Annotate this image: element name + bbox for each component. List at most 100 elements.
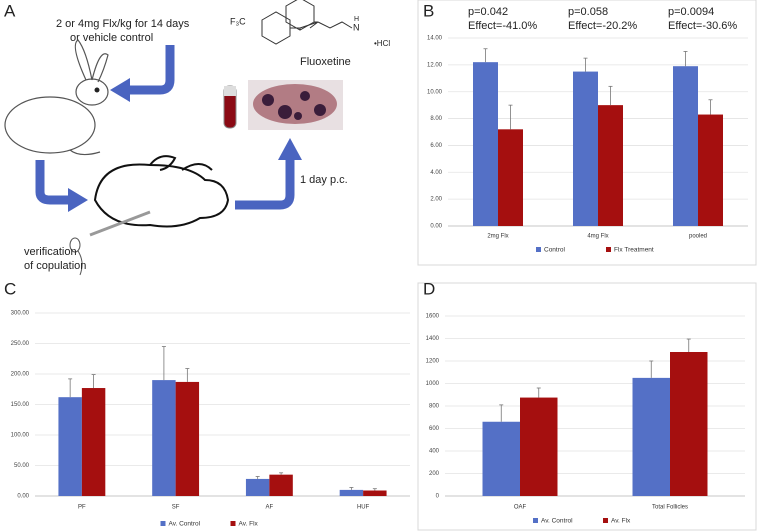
y-tick-label: 6.00: [430, 143, 442, 149]
legend-label: Av. Control: [169, 521, 201, 528]
y-tick-label: 1400: [426, 336, 440, 342]
formula: N: [353, 22, 360, 32]
y-tick-label: 200.00: [11, 372, 30, 378]
annotation: p=0.058: [568, 6, 608, 18]
bar: [670, 352, 708, 496]
bar: [152, 380, 176, 496]
legend-label: Flx Treatment: [614, 247, 654, 254]
y-tick-label: 1600: [426, 314, 440, 320]
bar: [175, 381, 200, 496]
tube-cap: [224, 86, 236, 96]
molecule: [261, 0, 353, 45]
legend-swatch: [606, 247, 611, 252]
arrow-head: [110, 78, 130, 102]
x-tick-label: AF: [266, 505, 274, 511]
y-tick-label: 0.00: [430, 224, 442, 230]
y-tick-label: 600: [429, 426, 440, 432]
y-tick-label: 100.00: [11, 433, 30, 439]
annotation: Effect=-30.6%: [668, 20, 737, 32]
y-tick-label: 8.00: [430, 116, 442, 122]
legend-swatch: [230, 521, 236, 526]
panel-label: D: [423, 279, 435, 298]
bar: [673, 66, 698, 226]
bar: [58, 397, 82, 496]
formula: •HCl: [374, 39, 390, 48]
y-tick-label: 2.00: [430, 197, 442, 203]
y-tick-label: 0.00: [17, 494, 29, 500]
y-tick-label: 400: [429, 449, 440, 455]
y-tick-label: 12.00: [427, 62, 443, 68]
formula: H: [354, 16, 359, 23]
y-tick-label: 50.00: [14, 463, 30, 469]
copulation-text: of copulation: [24, 260, 86, 272]
y-tick-label: 250.00: [11, 341, 30, 347]
y-tick-label: 800: [429, 404, 440, 410]
y-tick-label: 0: [436, 494, 440, 500]
y-tick-label: 14.00: [427, 36, 443, 42]
arrow-head: [68, 188, 88, 212]
bar: [363, 490, 387, 496]
annotation: Effect=-20.2%: [568, 20, 637, 32]
dose-text: 2 or 4mg Flx/kg for 14 days: [56, 18, 190, 30]
arrow: [35, 160, 70, 205]
diagram: 2 or 4mg Flx/kg for 14 days or vehicle c…: [4, 0, 390, 276]
rabbit-eye: [94, 87, 100, 93]
bar: [573, 71, 598, 226]
bar: [598, 105, 623, 226]
copulation-text: verification: [24, 246, 77, 258]
panel-label: A: [4, 1, 16, 20]
bar: [269, 474, 293, 496]
bar: [473, 62, 498, 226]
rabbit: [4, 39, 109, 156]
legend-swatch: [603, 518, 608, 523]
bar: [520, 397, 558, 496]
annotation: p=0.0094: [668, 6, 714, 18]
bar: [498, 129, 523, 226]
y-tick-label: 150.00: [11, 402, 30, 408]
y-tick-label: 200: [429, 471, 440, 477]
legend-label: Av. Flx: [239, 521, 259, 528]
panel-label: C: [4, 279, 16, 298]
panel-frame: [417, 282, 757, 531]
legend-swatch: [533, 518, 538, 523]
arrow: [235, 158, 295, 210]
swab: [89, 210, 151, 237]
legend-swatch: [536, 247, 541, 252]
legend-label: Av. Flx: [611, 518, 631, 525]
y-tick-label: 1000: [426, 381, 440, 387]
bar: [698, 114, 723, 226]
x-tick-label: pooled: [689, 234, 707, 240]
rabbit: [93, 155, 230, 228]
legend-label: Av. Control: [541, 518, 573, 525]
x-tick-label: 4mg Flx: [587, 234, 608, 240]
y-tick-label: 4.00: [430, 170, 442, 176]
y-tick-label: 1200: [426, 359, 440, 365]
follicles: [262, 91, 326, 120]
drug-name: Fluoxetine: [300, 56, 351, 68]
bar: [81, 388, 106, 496]
x-tick-label: OAF: [514, 505, 527, 511]
formula: F₃C: [230, 16, 246, 26]
x-tick-label: SF: [172, 505, 180, 511]
y-tick-label: 300.00: [11, 311, 30, 317]
bar: [245, 478, 270, 496]
panel-label: B: [423, 1, 434, 20]
bar: [339, 489, 364, 496]
bar: [632, 377, 670, 496]
legend-label: Control: [544, 247, 566, 254]
x-tick-label: 2mg Flx: [487, 234, 508, 240]
dose-text: or vehicle control: [70, 32, 153, 44]
arrow-head: [278, 138, 302, 160]
annotation: p=0.042: [468, 6, 508, 18]
arrow: [128, 45, 175, 95]
x-tick-label: PF: [78, 505, 86, 511]
x-tick-label: Total Follicles: [652, 505, 688, 511]
sperm: [69, 237, 81, 253]
x-tick-label: HUF: [357, 505, 370, 511]
time-text: 1 day p.c.: [300, 174, 348, 186]
annotation: Effect=-41.0%: [468, 20, 537, 32]
panel-frame: [417, 0, 757, 266]
sperm-tail: [77, 250, 83, 276]
y-tick-label: 10.00: [427, 89, 443, 95]
